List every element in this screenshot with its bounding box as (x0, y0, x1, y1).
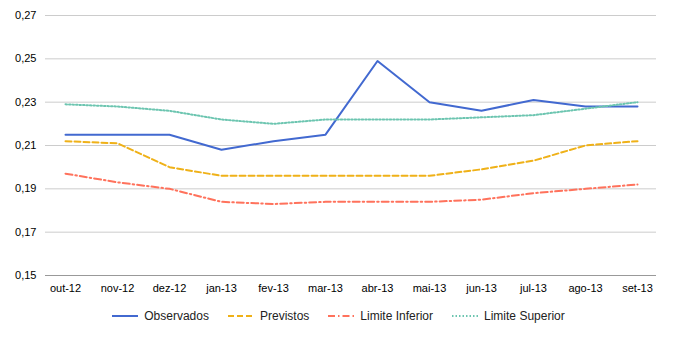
svg-text:ago-13: ago-13 (568, 282, 602, 294)
svg-text:0,17: 0,17 (15, 226, 36, 238)
html-text:Limite Superior: Limite Superior (484, 309, 565, 323)
svg-text:abr-13: abr-13 (362, 282, 394, 294)
svg-text:0,19: 0,19 (15, 182, 36, 194)
svg-text:mai-13: mai-13 (413, 282, 447, 294)
svg-text:jan-13: jan-13 (205, 282, 237, 294)
svg-text:nov-12: nov-12 (101, 282, 135, 294)
svg-text:jul-13: jul-13 (519, 282, 547, 294)
html-text:Previstos: Previstos (260, 309, 310, 323)
svg-text:dez-12: dez-12 (153, 282, 187, 294)
svg-text:set-13: set-13 (622, 282, 653, 294)
svg-text:0,25: 0,25 (15, 52, 36, 64)
html-text:Observados: Observados (144, 309, 209, 323)
svg-text:fev-13: fev-13 (258, 282, 289, 294)
svg-text:0,21: 0,21 (15, 139, 36, 151)
svg-text:jun-13: jun-13 (465, 282, 497, 294)
svg-text:0,27: 0,27 (15, 9, 36, 21)
svg-text:out-12: out-12 (50, 282, 81, 294)
html-text:Limite Inferior: Limite Inferior (360, 309, 433, 323)
svg-text:0,23: 0,23 (15, 96, 36, 108)
svg-text:mar-13: mar-13 (308, 282, 343, 294)
svg-text:0,15: 0,15 (15, 269, 36, 281)
